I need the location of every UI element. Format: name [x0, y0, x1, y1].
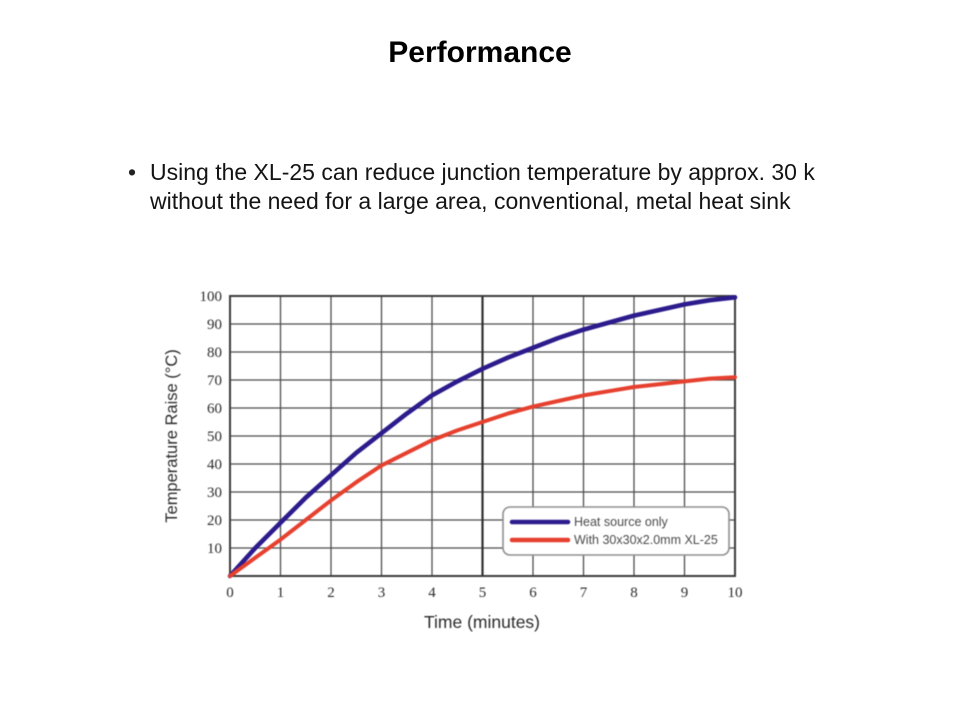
legend-label-heat-source-only: Heat source only	[574, 515, 669, 529]
y-tick-label: 70	[207, 373, 222, 389]
plot-border	[229, 295, 736, 577]
x-tick-label: 9	[681, 585, 689, 601]
heat-source-only-curve	[227, 295, 738, 579]
y-tick-label: 80	[207, 345, 222, 361]
x-tick-label: 0	[226, 585, 234, 601]
y-tick-label: 50	[207, 429, 222, 445]
x-tick-label: 6	[529, 585, 537, 601]
chart-legend: Heat source only With 30x30x2.0mm XL-25	[502, 506, 730, 556]
y-tick-label: 20	[207, 513, 222, 529]
bullet-text-line: Using the XL-25 can reduce junction temp…	[150, 159, 815, 185]
y-tick-label: 30	[207, 485, 222, 501]
x-axis-title: Time (minutes)	[424, 612, 540, 632]
bullet-text: Using the XL-25 can reduce junction temp…	[150, 158, 868, 216]
legend-box	[502, 506, 730, 556]
y-tick-label: 10	[207, 541, 222, 557]
bullet-item: • Using the XL-25 can reduce junction te…	[128, 158, 868, 216]
x-axis-tick-labels: 0 1 2 3 4 5 6 7 8 9 10	[226, 585, 742, 601]
legend-label-with-xl25: With 30x30x2.0mm XL-25	[574, 533, 718, 547]
bullet-marker-icon: •	[128, 159, 137, 185]
temperature-raise-line-chart: 10 20 30 40 50 60 70 80 90 100 0 1 2 3 4 5 6 7 8 9 10 Tempe…	[163, 289, 743, 632]
y-axis-title: Temperature Raise (°C)	[163, 349, 181, 522]
x-tick-label: 2	[327, 585, 335, 601]
y-tick-label: 60	[207, 401, 222, 417]
x-tick-label: 1	[277, 585, 285, 601]
x-tick-label: 3	[378, 585, 386, 601]
x-tick-label: 8	[630, 585, 638, 601]
x-tick-label: 7	[580, 585, 588, 601]
x-tick-label: 5	[479, 585, 487, 601]
with-xl25-curve	[228, 375, 737, 578]
x-tick-label: 10	[728, 585, 743, 601]
y-tick-label: 40	[207, 457, 222, 473]
x-tick-label: 4	[428, 585, 436, 601]
y-axis-tick-labels: 10 20 30 40 50 60 70 80 90 100	[200, 289, 223, 557]
slide-title: Performance	[388, 36, 572, 69]
temperature-chart-image: 10 20 30 40 50 60 70 80 90 100 0 1 2 3 4 5 6 7 8 9 10 Tempe…	[160, 268, 760, 638]
bullet-text-line: without the need for a large area, conve…	[150, 188, 791, 214]
y-tick-label: 90	[207, 317, 222, 333]
y-tick-label: 100	[200, 289, 223, 305]
